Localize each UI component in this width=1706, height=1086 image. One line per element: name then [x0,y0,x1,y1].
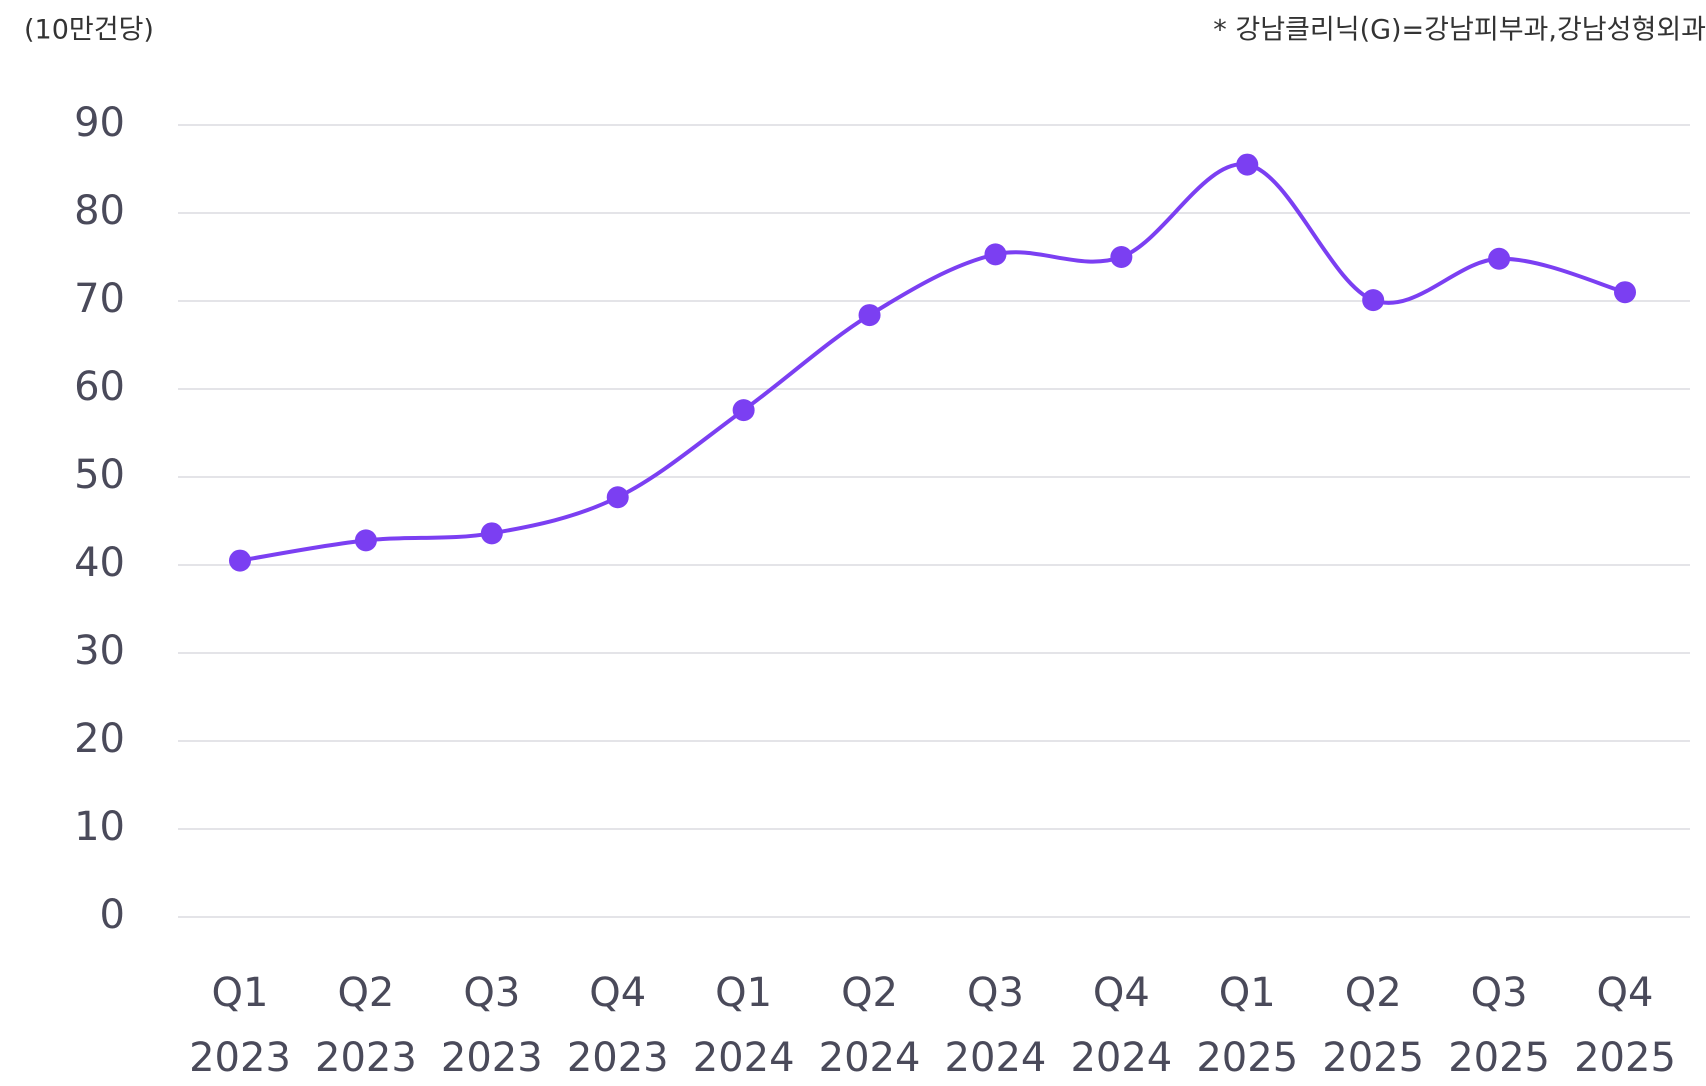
x-tick-label: Q3 [1471,970,1528,1016]
y-tick-label: 30 [74,628,125,674]
point [858,304,881,327]
y-tick-label: 40 [74,540,125,586]
x-tick-label: 2025 [1322,1035,1424,1081]
x-tick-label: Q2 [1345,970,1402,1016]
line [239,162,1626,563]
x-tick-label: Q1 [1219,970,1276,1016]
y-tick-label: 80 [74,188,125,234]
y-tick-label: 10 [74,804,125,850]
y-tick-label: 0 [100,892,125,938]
note: * 강남클리닉(G)=강남피부과,강남성형외과 [1213,15,1706,46]
point [1488,247,1511,270]
point [984,243,1007,266]
x-tick-label: 2024 [819,1035,921,1081]
x-tick-label: 2023 [567,1035,669,1081]
y-tick-label: 90 [74,100,125,146]
y-tick-label: 20 [74,716,125,762]
point [1614,281,1636,304]
x-tick-label: 2025 [1574,1035,1676,1081]
x-tick-label: Q1 [715,970,772,1016]
point [1362,289,1385,312]
x-tick-label: 2025 [1448,1035,1550,1081]
point [480,522,503,545]
x-tick-label: 2023 [315,1035,417,1081]
point [354,529,377,552]
x-tick-label: Q4 [589,970,646,1016]
x-tick-label: Q4 [1597,970,1654,1016]
point [229,549,251,572]
x-tick-label: Q4 [1093,970,1150,1016]
y-tick-label: 50 [74,452,125,498]
x-tick-label: Q3 [967,970,1024,1016]
point [606,486,629,509]
x-tick-label: 2023 [189,1035,291,1081]
x-tick-label: Q2 [337,970,394,1016]
x-tick-label: 2024 [693,1035,795,1081]
x-tick-label: Q1 [212,970,269,1016]
point [1110,246,1133,268]
unit-label: (10만건당) [24,15,154,46]
y-tick-label: 70 [74,276,125,322]
x-tick-label: 2024 [945,1035,1047,1081]
x-tick-label: Q3 [463,970,520,1016]
x-tick-label: 2024 [1070,1035,1172,1081]
y-tick-label: 60 [74,364,125,410]
point [732,399,755,422]
x-tick-label: 2025 [1196,1035,1298,1081]
point [1236,153,1259,176]
x-tick-label: 2023 [441,1035,543,1081]
x-tick-label: Q2 [841,970,898,1016]
